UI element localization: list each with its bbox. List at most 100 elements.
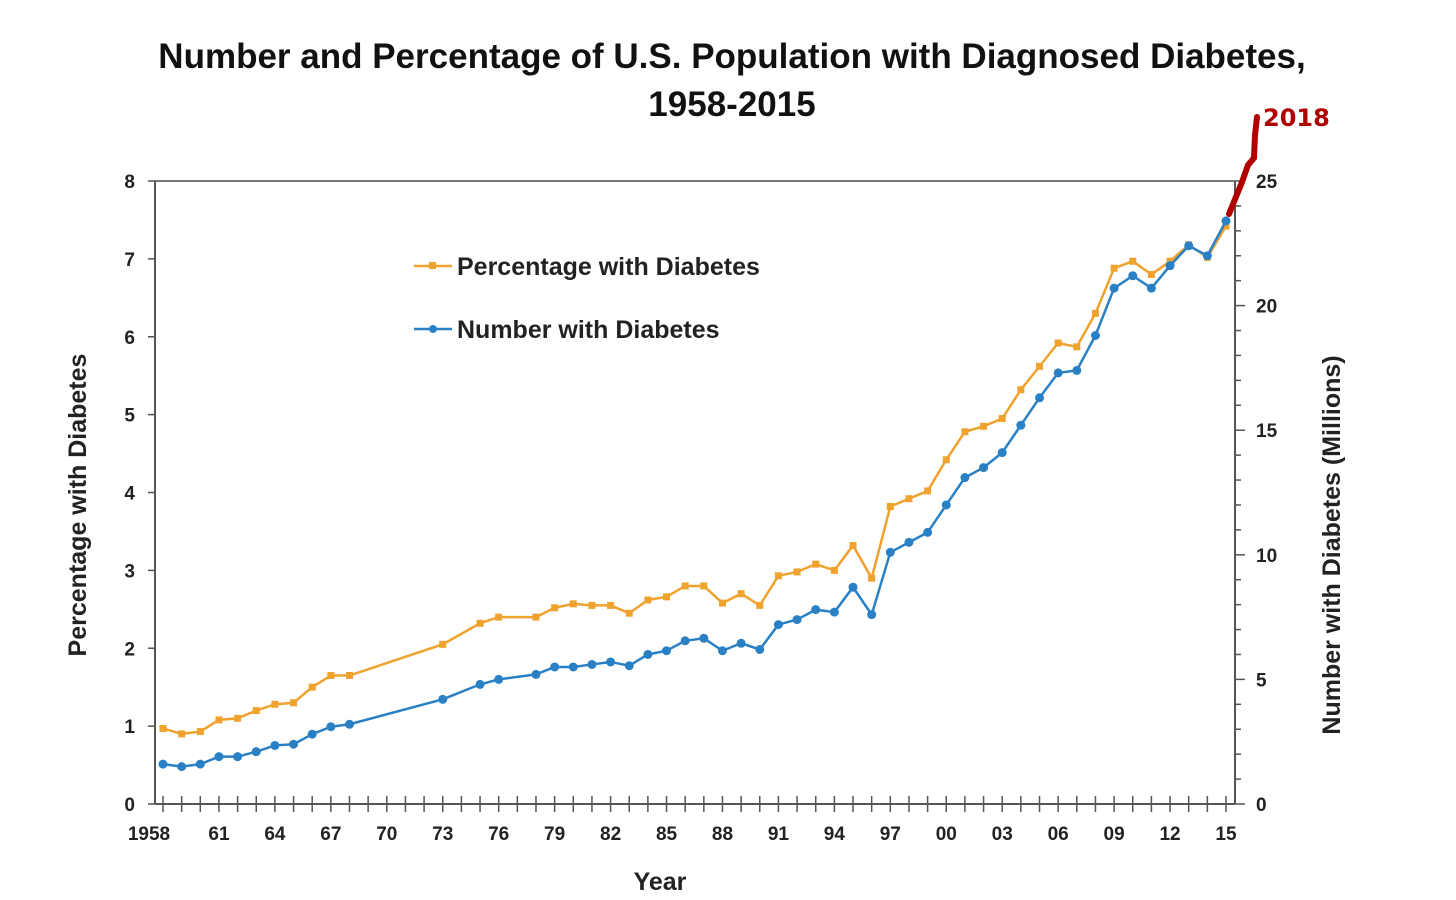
number-point [997,448,1007,458]
number-point [475,679,485,689]
percentage-point [569,600,577,608]
x-tick-label: 1958 [128,824,170,845]
percentage-point [551,604,559,612]
x-tick-label: 67 [320,824,341,845]
number-point [531,669,541,679]
percentage-point [849,541,857,549]
x-tick-label: 09 [1104,824,1125,845]
left-tick-label: 2 [124,639,135,660]
percentage-point [625,609,633,617]
x-tick-label: 61 [208,824,230,845]
x-tick-label: 97 [880,824,901,845]
percentage-point [345,672,353,680]
x-tick-label: 91 [768,824,790,845]
x-tick-label: 79 [544,824,565,845]
percentage-point [644,596,652,604]
number-point [214,752,224,762]
percentage-point [439,640,447,648]
percentage-point [476,619,484,627]
percentage-point [271,700,279,708]
x-tick-label: 03 [992,824,1013,845]
number-point [1090,331,1100,341]
number-point [587,659,597,669]
percentage-point [998,415,1006,423]
percentage-point [793,568,801,576]
percentage-point [886,503,894,511]
x-tick-label: 94 [824,824,846,845]
number-point [233,752,243,762]
percentage-point [607,601,615,609]
percentage-point [812,560,820,568]
right-axis-label: Number with Diabetes (Millions) [1318,355,1346,734]
number-point [494,674,504,684]
number-point [941,500,951,510]
number-point [326,722,336,732]
number-point [568,662,578,672]
left-tick-label: 0 [124,795,135,816]
percentage-point [1073,343,1081,351]
number-point [662,646,672,656]
percentage-point [234,714,242,722]
percentage-point [868,574,876,582]
percentage-point [980,422,988,430]
number-point [773,620,783,630]
chart-subtitle: 1958-2015 [648,85,815,124]
percentage-point [905,495,913,503]
right-tick-label: 10 [1256,546,1277,567]
number-point [1035,393,1045,403]
percentage-point [1091,309,1099,317]
x-tick-label: 64 [264,824,286,845]
number-point [1128,271,1138,281]
number-line [162,220,1228,768]
percentage-point [252,707,260,715]
percentage-point [588,601,596,609]
x-tick-label: 73 [432,824,453,845]
right-tick-label: 20 [1256,297,1277,318]
right-tick-label: 25 [1256,172,1278,193]
x-tick-label: 82 [600,824,621,845]
number-point [755,644,765,654]
number-point [158,759,168,769]
number-point [606,657,616,667]
number-point [1146,283,1156,293]
number-point [307,729,317,739]
number-point [195,759,205,769]
percentage-point [178,730,186,738]
number-point [792,615,802,625]
number-point [643,649,653,659]
percentage-point [737,590,745,598]
number-point [624,661,634,671]
number-point [1016,420,1026,430]
number-point [1072,365,1082,375]
left-axis-label: Percentage with Diabetes [64,354,92,657]
number-point [979,463,989,473]
x-tick-label: 85 [656,824,678,845]
number-point [811,605,821,615]
legend-label-percentage: Percentage with Diabetes [457,253,760,281]
number-point [177,762,187,772]
percentage-point [308,683,316,691]
number-point [550,662,560,672]
number-point [289,739,299,749]
left-tick-label: 6 [124,328,135,349]
percentage-point [159,724,167,732]
percentage-point [774,572,782,580]
percentage-point [663,593,671,601]
plot-frame [154,180,1236,805]
percentage-line [162,225,1228,736]
percentage-point [1036,362,1044,370]
percentage-point [756,601,764,609]
percentage-point [1147,270,1155,278]
number-point [1053,368,1063,378]
percentage-point [1110,264,1118,272]
legend-marker-percentage [429,262,436,269]
percentage-point [327,672,335,680]
number-point [736,638,746,648]
number-point [438,694,448,704]
x-tick-label: 12 [1159,824,1180,845]
number-point [885,547,895,557]
x-tick-label: 88 [712,824,733,845]
number-point [680,636,690,646]
percentage-point [1222,222,1230,230]
